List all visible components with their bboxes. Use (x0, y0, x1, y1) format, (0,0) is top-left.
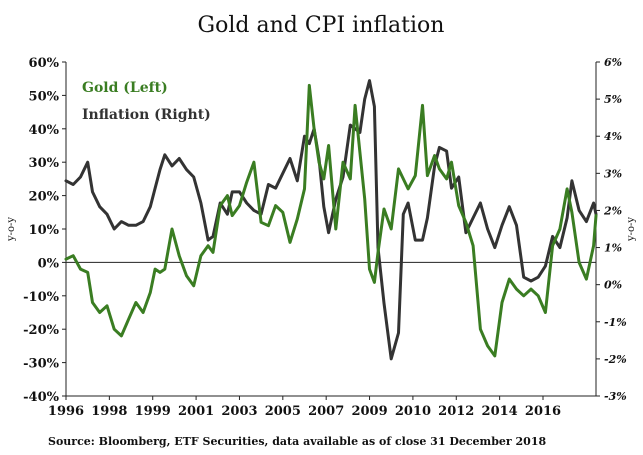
left-tick-label: -20% (23, 323, 59, 338)
left-axis-ticks: 60% 50% 40% 30% 20% 10% 0% -10% -20% -30% -40% (23, 56, 66, 405)
right-axis-ticks: 6% 5% 4% 3% 2% 1% 0% -1% -2% -3% (596, 56, 627, 403)
right-tick-label: 3% (604, 167, 622, 180)
right-tick-label: 5% (604, 93, 622, 106)
left-tick-label: 0% (38, 256, 60, 271)
right-tick-label: -1% (604, 316, 627, 329)
source-note: Source: Bloomberg, ETF Securities, data … (48, 435, 546, 448)
left-tick-label: -10% (23, 290, 59, 305)
gold-series-line (64, 83, 598, 358)
inflation-series-line (64, 79, 598, 361)
left-tick-label: 20% (29, 190, 60, 205)
left-tick-label: 40% (29, 123, 60, 138)
x-tick-label: 2009 (351, 404, 387, 419)
right-tick-label: -2% (604, 353, 627, 366)
left-axis-label: y-o-y (6, 217, 17, 242)
right-tick-label: 4% (604, 130, 622, 143)
x-tick-label: 1998 (91, 404, 127, 419)
left-tick-label: 50% (29, 89, 60, 104)
x-tick-label: 2016 (525, 404, 561, 419)
right-tick-label: -3% (604, 390, 627, 403)
x-tick-label: 2007 (308, 404, 344, 419)
chart-title: Gold and CPI inflation (198, 13, 445, 38)
left-tick-label: -40% (23, 390, 59, 405)
right-axis-label: y-o-y (626, 217, 637, 242)
x-tick-label: 2005 (265, 404, 301, 419)
left-tick-label: -30% (23, 357, 59, 372)
left-tick-label: 10% (29, 223, 60, 238)
right-tick-label: 2% (603, 204, 622, 217)
left-tick-label: 30% (29, 156, 60, 171)
x-axis-ticks: 1996 1998 1999 2001 2003 2005 2007 2009 2010 2012… (48, 396, 561, 419)
legend-gold: Gold (Left) (82, 80, 168, 96)
series-lines (64, 79, 598, 361)
x-tick-label: 2003 (221, 404, 257, 419)
right-tick-label: 1% (604, 242, 622, 255)
legend: Gold (Left) Inflation (Right) (82, 80, 211, 123)
x-tick-label: 2012 (438, 404, 474, 419)
legend-inflation: Inflation (Right) (82, 107, 211, 123)
right-tick-label: 0% (604, 279, 622, 292)
right-tick-label: 6% (604, 56, 622, 69)
x-tick-label: 1999 (135, 404, 171, 419)
x-tick-label: 1996 (48, 404, 84, 419)
left-tick-label: 60% (29, 56, 60, 71)
x-tick-label: 2014 (482, 404, 518, 419)
x-tick-label: 2001 (178, 404, 214, 419)
x-tick-label: 2010 (395, 404, 431, 419)
